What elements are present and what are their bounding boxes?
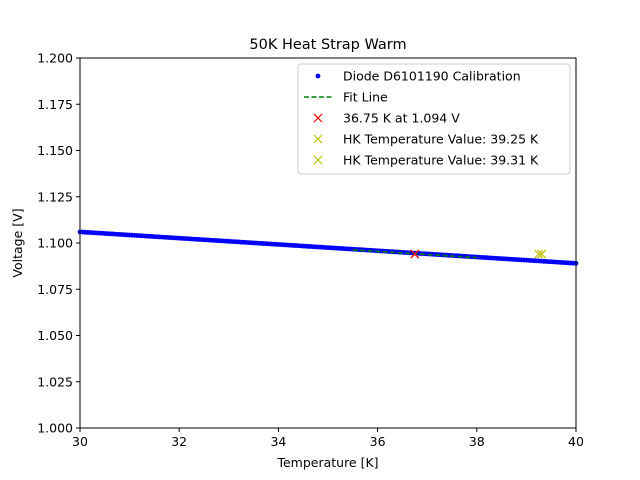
y-tick-label: 1.175 (37, 97, 73, 112)
legend-box (297, 63, 571, 175)
x-tick-label: 30 (72, 434, 88, 449)
y-tick-label: 1.150 (37, 143, 73, 158)
x-marker-2 (534, 249, 544, 259)
y-axis-label: Voltage [V] (10, 208, 25, 277)
legend-label-fit-line: Fit Line (343, 90, 388, 105)
legend-label-hk-1: HK Temperature Value: 39.25 K (343, 132, 539, 147)
x-tick-label: 34 (270, 434, 286, 449)
y-tick-label: 1.000 (37, 421, 73, 436)
legend-label-hk-2: HK Temperature Value: 39.31 K (343, 153, 539, 168)
legend-marker-red-x (313, 113, 323, 123)
y-tick-label: 1.050 (37, 328, 73, 343)
y-tick-label: 1.100 (37, 236, 73, 251)
x-tick-label: 32 (171, 434, 187, 449)
y-tick-label: 1.200 (37, 51, 73, 66)
x-tick-label: 38 (469, 434, 485, 449)
y-tick-label: 1.075 (37, 282, 73, 297)
x-marker-stroke (534, 249, 544, 259)
axis-ticks: 30 32 34 36 38 40 1.000 1.025 1.050 1.075 1.100 1.1… (37, 51, 584, 450)
legend-label-red-x: 36.75 K at 1.094 V (343, 111, 460, 126)
legend: Diode D6101190 Calibration Fit Line 36.7… (297, 63, 571, 175)
legend-label-calibration: Diode D6101190 Calibration (343, 69, 521, 84)
legend-marker-hk-2 (313, 155, 323, 165)
x-tick-label: 40 (568, 434, 584, 449)
legend-marker-hk-1 (313, 134, 323, 144)
x-tick-label: 36 (370, 434, 386, 449)
axes-frame (79, 57, 577, 429)
y-tick-label: 1.025 (37, 374, 73, 389)
x-axis-label: Temperature [K] (276, 455, 378, 470)
legend-marker-calibration (315, 73, 321, 79)
x-marker-1 (410, 249, 420, 259)
plot-area (77, 229, 579, 266)
y-tick-label: 1.125 (37, 189, 73, 204)
x-marker-stroke (410, 249, 420, 259)
x-marker-stroke (537, 249, 547, 259)
chart-title: 50K Heat Strap Warm (249, 37, 406, 53)
x-marker-3 (537, 249, 547, 259)
